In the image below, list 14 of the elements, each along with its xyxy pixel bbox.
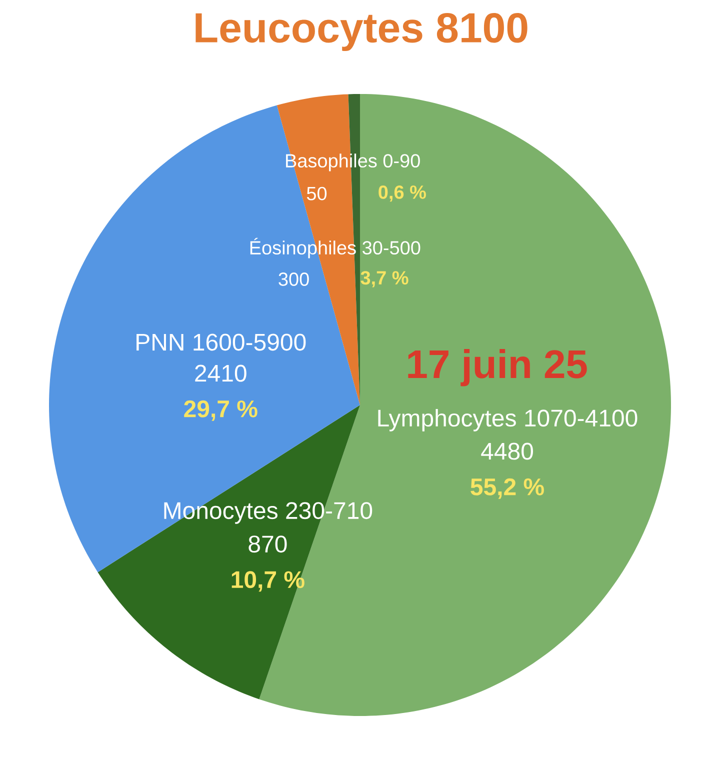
text: 4480 (481, 442, 534, 460)
chart-title: Leucocytes 8100 (196, 12, 528, 52)
data-label: 29,7 % (184, 400, 258, 421)
text: 300 (278, 272, 309, 286)
text: 50 (306, 186, 327, 200)
text: 17 juin 25 (408, 349, 587, 386)
data-label: 3,7 % (360, 271, 408, 288)
data-label: 55,2 % (470, 478, 544, 499)
text: 2410 (195, 364, 246, 382)
data-label: 10,7 % (232, 571, 304, 592)
text: 870 (248, 536, 287, 553)
slice-label: Lymphocytes 1070-4100 (378, 409, 638, 432)
data-label: 0,6 % (378, 185, 426, 202)
slice-label: PNN 1600-5900 (136, 334, 306, 351)
